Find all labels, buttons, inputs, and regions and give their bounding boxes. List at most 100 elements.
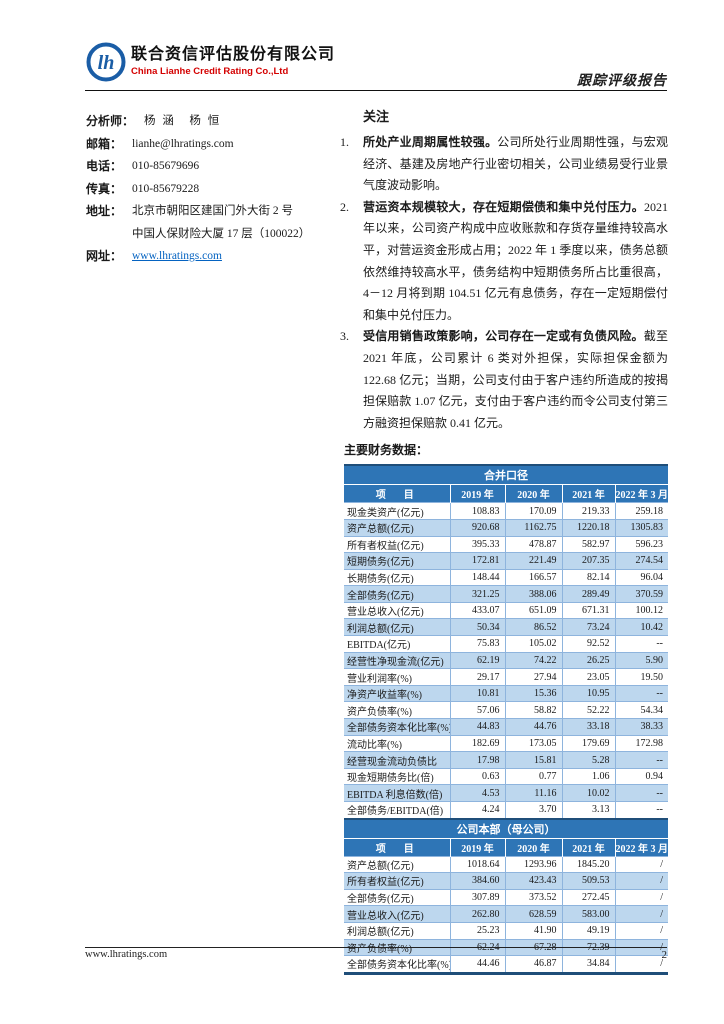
row-value: 478.87 (504, 535, 562, 553)
row-value: 105.02 (504, 635, 562, 653)
row-value: 3.13 (561, 800, 615, 819)
row-value: 1018.64 (449, 855, 505, 873)
company-name-en: China Lianhe Credit Rating Co.,Ltd (131, 65, 289, 77)
table-row: 所有者权益(亿元) 384.60 423.43 509.53/ (344, 872, 669, 890)
row-label: 所有者权益(亿元) (344, 535, 450, 553)
row-value: 219.33 (561, 502, 615, 520)
row-label: 经营现金流动负债比 (344, 751, 450, 769)
contact-value: lianhe@lhratings.com (132, 137, 234, 150)
table-row: 全部债务(亿元) 321.25 388.06 289.49 370.59 (344, 585, 669, 603)
row-value: 148.44 (449, 568, 505, 586)
concern-item: 1. 所处产业周期属性较强。公司所处行业周期性强，与宏观经济、基建及房地产行业密切… (340, 132, 668, 197)
row-value: 10.81 (449, 684, 505, 702)
row-value: 25.23 (449, 921, 505, 940)
row-value: 373.52 (504, 888, 562, 906)
row-value: 1845.20 (561, 855, 615, 873)
column-header: 2021 年 (561, 838, 615, 857)
row-value: 62.19 (449, 651, 505, 669)
row-label: 流动比率(%) (344, 734, 450, 752)
website-link[interactable]: www.lhratings.com (132, 250, 222, 262)
column-header: 2020 年 (504, 484, 562, 503)
row-value: 172.81 (449, 552, 505, 570)
contact-item: 地址： 北京市朝阳区建国门外大街 2 号中国人保财险大厦 17 层（100022） (86, 200, 338, 245)
table-row: 资产负债率(%) 57.06 58.82 52.22 54.34 (344, 701, 669, 719)
row-value: 0.77 (504, 767, 562, 785)
financial-table: 合并口径项 目 2019 年 2020 年 2021 年 2022 年 3 月现金类资产… (344, 464, 669, 975)
row-value: 75.83 (449, 635, 505, 653)
row-value: 74.22 (504, 651, 562, 669)
footer-website: www.lhratings.com (85, 949, 168, 960)
row-value: 1162.75 (504, 518, 562, 536)
row-value: 10.02 (561, 784, 615, 802)
table-row: 全部债务资本化比率(%) 44.83 44.76 33.18 38.33 (344, 718, 669, 736)
row-label: 全部债务资本化比率(%) (344, 718, 450, 736)
concern-number: 1. (340, 135, 349, 149)
table-row: 利润总额(亿元) 25.23 41.90 49.19/ (344, 921, 669, 940)
row-label: 现金类资产(亿元) (344, 502, 450, 520)
row-value: / (614, 921, 669, 940)
table-row: 全部债务资本化比率(%) 44.46 46.87 34.84/ (344, 955, 669, 974)
row-value: 5.28 (561, 751, 615, 769)
column-header: 2022 年 3 月 (614, 484, 669, 503)
row-value: 671.31 (561, 601, 615, 619)
row-value: / (614, 955, 669, 974)
row-value: 274.54 (614, 552, 669, 570)
contact-list: 分析师： 杨 涵 杨 恒邮箱： lianhe@lhratings.com 电话： 010… (86, 110, 338, 268)
row-value: 259.18 (614, 502, 669, 520)
row-label: 营业总收入(亿元) (344, 905, 450, 923)
table-row: 营业利润率(%) 29.17 27.94 23.05 19.50 (344, 668, 669, 686)
row-value: 19.50 (614, 668, 669, 686)
contact-label: 邮箱： (86, 136, 123, 151)
row-label: 长期债务(亿元) (344, 568, 450, 586)
row-value: 423.43 (504, 872, 562, 890)
table-section-band: 合并口径 (344, 464, 669, 486)
row-value: 207.35 (561, 552, 615, 570)
row-value: 221.49 (504, 552, 562, 570)
row-value: -- (614, 684, 669, 702)
row-value: / (614, 888, 669, 906)
row-value: 46.87 (504, 955, 562, 974)
row-value: 170.09 (504, 502, 562, 520)
row-value: 582.97 (561, 535, 615, 553)
row-value: 44.76 (504, 718, 562, 736)
column-header: 2019 年 (449, 484, 505, 503)
contact-value: 010-85679228 (132, 182, 200, 195)
contact-label: 地址： (86, 204, 123, 218)
contact-value: 北京市朝阳区建国门外大街 2 号中国人保财险大厦 17 层（100022） (132, 205, 311, 240)
contact-item: 传真： 010-85679228 (86, 178, 338, 201)
table-header-row: 项 目 2019 年 2020 年 2021 年 2022 年 3 月 (344, 484, 669, 503)
row-label: 全部债务(亿元) (344, 585, 450, 603)
concern-text: 所处产业周期属性较强。公司所处行业周期性强，与宏观经济、基建及房地产行业密切相关… (363, 135, 668, 193)
row-value: -- (614, 784, 669, 802)
lianhe-logo-icon: lh (86, 42, 126, 82)
row-value: 15.81 (504, 751, 562, 769)
row-value: 0.94 (614, 767, 669, 785)
page-number: 2 (661, 949, 668, 961)
column-header: 2022 年 3 月 (614, 838, 669, 857)
row-value: 272.45 (561, 888, 615, 906)
contact-value: www.lhratings.com (132, 245, 222, 268)
row-value: 100.12 (614, 601, 669, 619)
contact-label: 网址： (86, 249, 123, 263)
row-value: 628.59 (504, 905, 562, 923)
row-value: 96.04 (614, 568, 669, 586)
table-row: 营业总收入(亿元) 433.07 651.09 671.31 100.12 (344, 601, 669, 619)
row-value: 54.34 (614, 701, 669, 719)
row-value: 1220.18 (561, 518, 615, 536)
row-value: 3.70 (504, 800, 562, 819)
table-row: 利润总额(亿元) 50.34 86.52 73.24 10.42 (344, 618, 669, 636)
row-value: / (614, 855, 669, 873)
company-name-cn: 联合资信评估股份有限公司 (131, 46, 336, 63)
row-value: -- (614, 635, 669, 653)
row-value: 34.84 (561, 955, 615, 974)
row-value: 82.14 (561, 568, 615, 586)
row-value: 33.18 (561, 718, 615, 736)
row-value: 1293.96 (504, 855, 562, 873)
row-value: 52.22 (561, 701, 615, 719)
table-row: 资产总额(亿元) 920.68 1162.75 1220.18 1305.83 (344, 518, 669, 536)
concerns-title: 关注 (363, 109, 390, 124)
concern-item: 2. 营运资本规模较大，存在短期偿债和集中兑付压力。2021 年以来，公司资产构成… (340, 197, 668, 327)
row-value: 50.34 (449, 618, 505, 636)
contact-item: 分析师： 杨 涵 杨 恒 (86, 110, 338, 133)
